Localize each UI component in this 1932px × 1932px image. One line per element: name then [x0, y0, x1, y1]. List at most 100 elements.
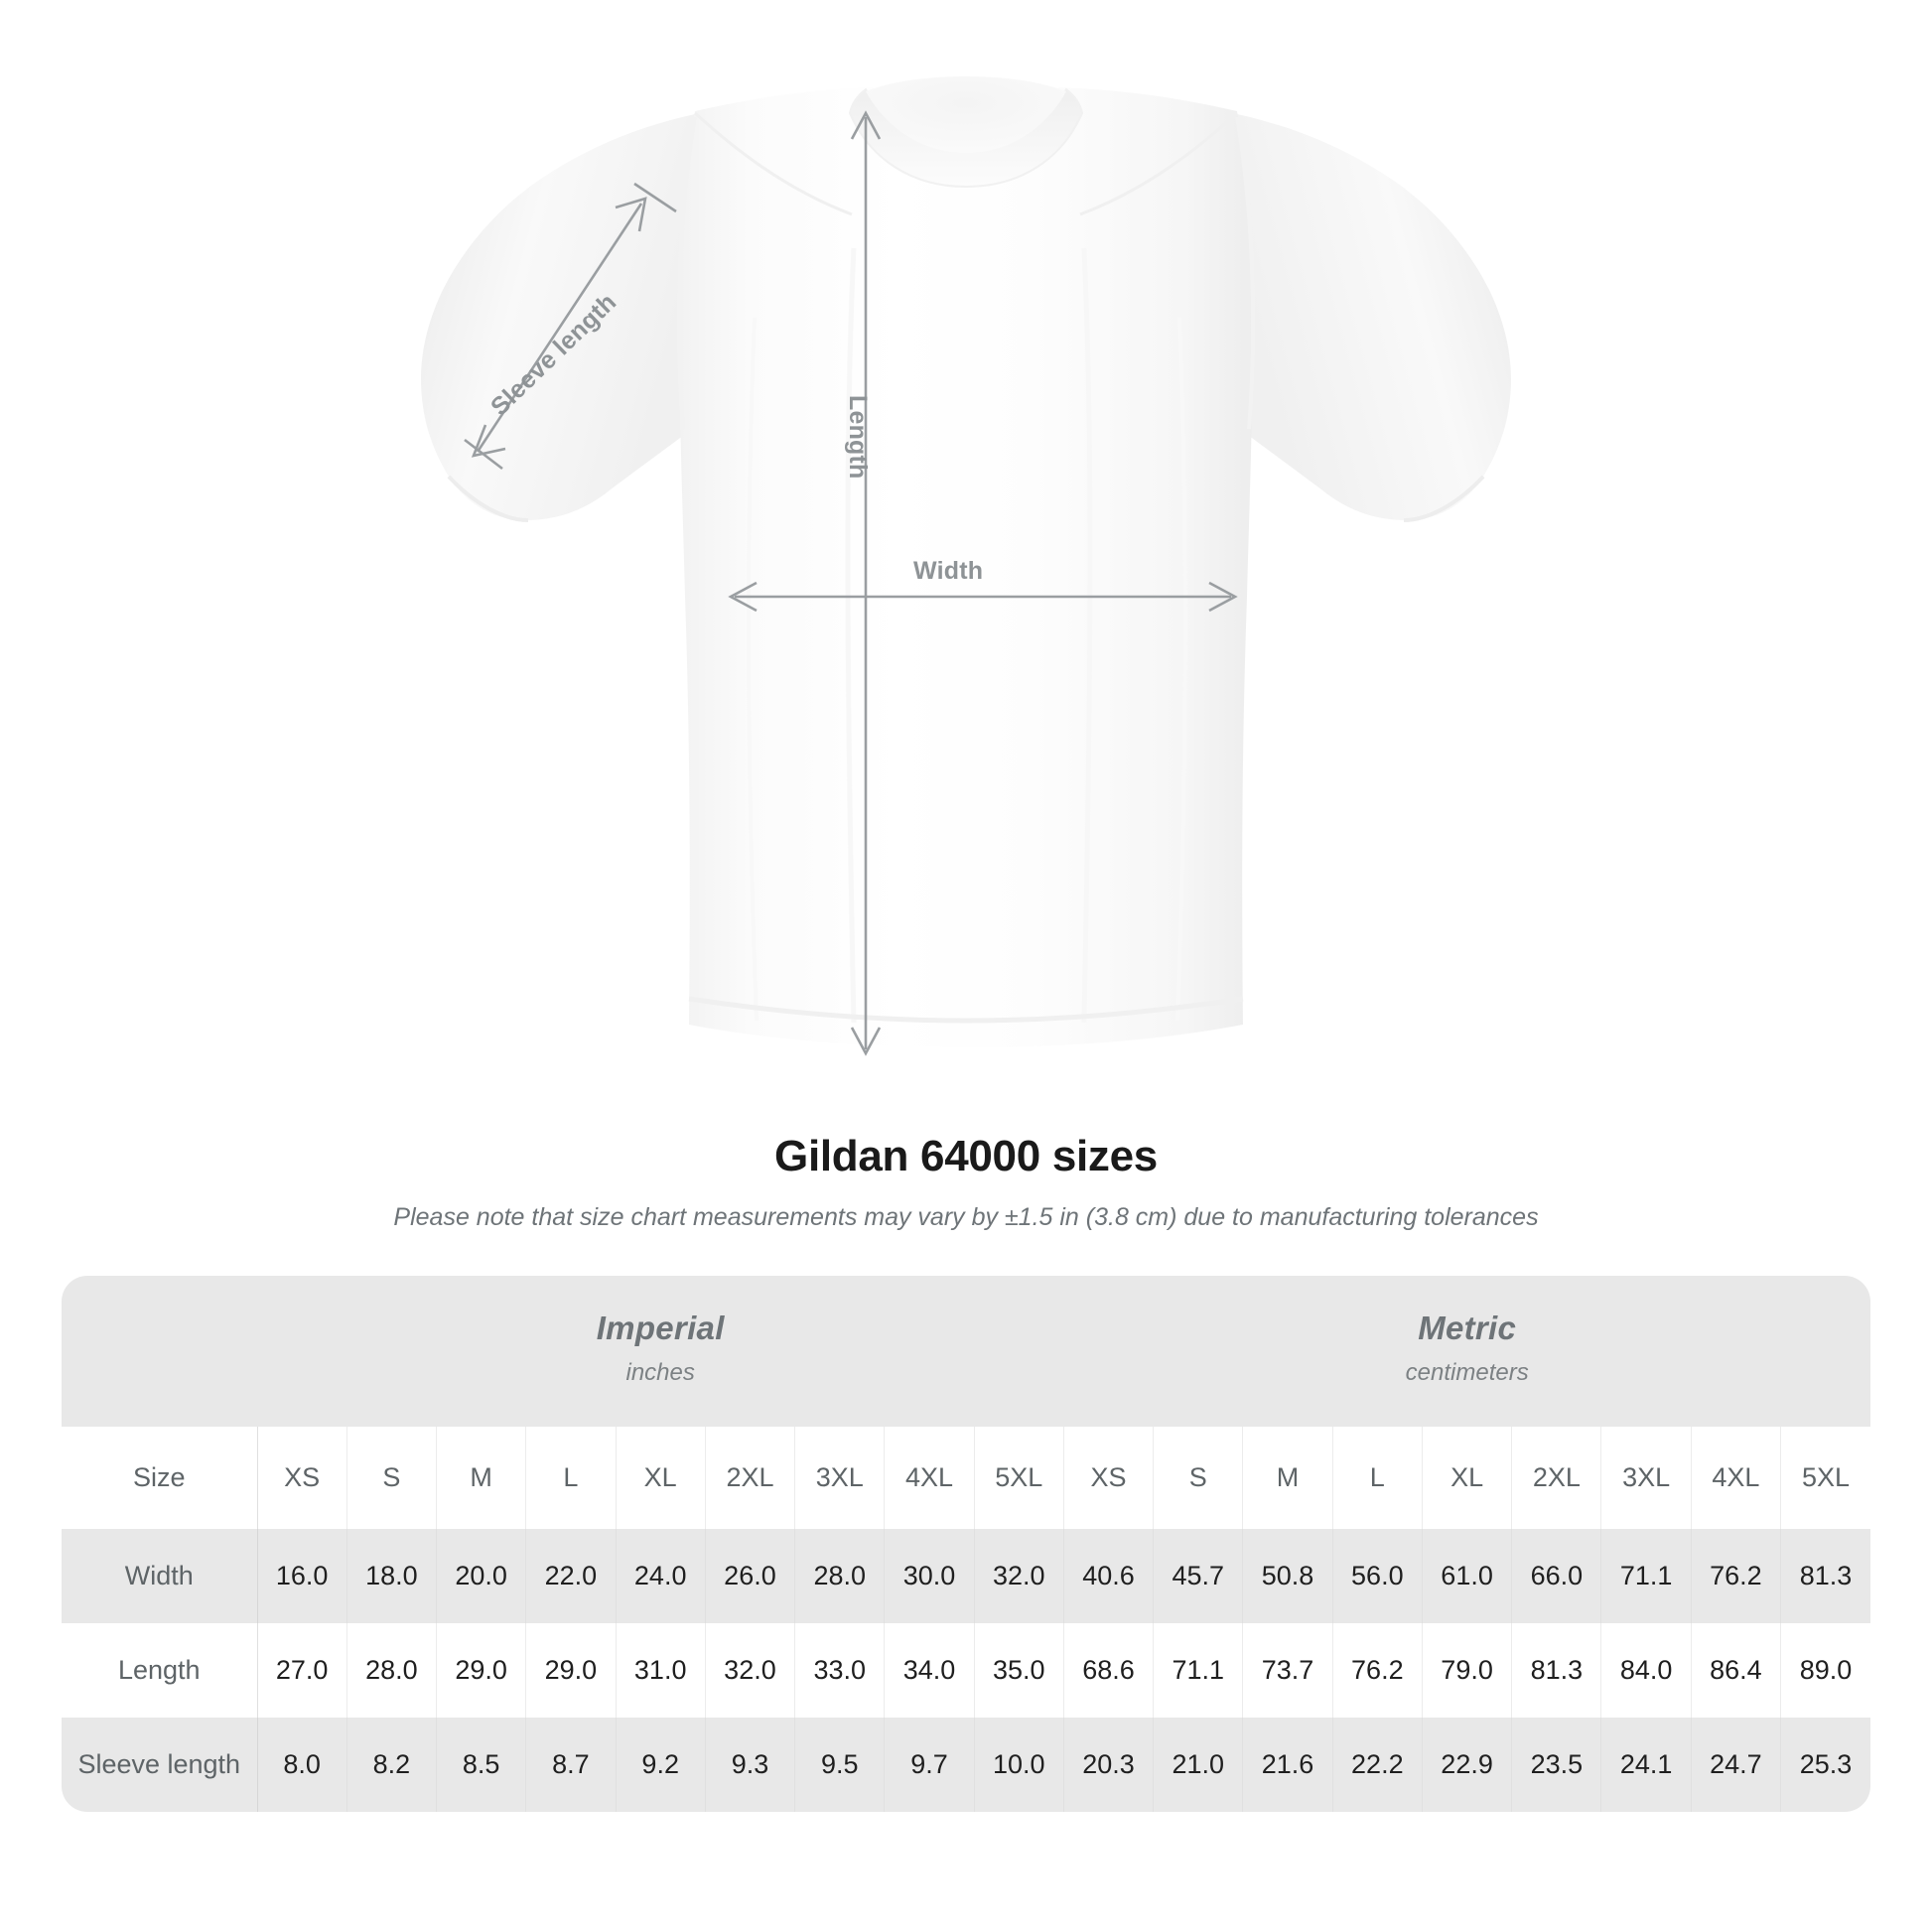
column-header-imperial-xl: XL: [616, 1427, 706, 1529]
column-header-metric-l: L: [1332, 1427, 1423, 1529]
cell-width-XS-in: 16.0: [257, 1529, 347, 1623]
cell-sleeve-length-5XL-in: 10.0: [974, 1718, 1064, 1812]
sleeve-tick-bottom: [464, 438, 503, 471]
cell-sleeve-length-L-in: 8.7: [525, 1718, 617, 1812]
cell-sleeve-length-M-cm: 21.6: [1242, 1718, 1333, 1812]
cell-width-4XL-in: 30.0: [884, 1529, 975, 1623]
unit-banner-row: Imperial inches Metric centimeters: [62, 1276, 1870, 1427]
cell-width-XL-in: 24.0: [616, 1529, 706, 1623]
cell-sleeve-length-4XL-in: 9.7: [884, 1718, 975, 1812]
cell-sleeve-length-XS-in: 8.0: [257, 1718, 347, 1812]
chart-heading-block: Gildan 64000 sizes Please note that size…: [0, 1132, 1932, 1232]
column-header-metric-xl: XL: [1422, 1427, 1513, 1529]
cell-sleeve-length-S-in: 8.2: [346, 1718, 438, 1812]
cell-length-XS-cm: 68.6: [1063, 1623, 1155, 1718]
row-header-width: Width: [62, 1529, 258, 1623]
cell-width-S-in: 18.0: [346, 1529, 438, 1623]
cell-length-L-cm: 76.2: [1332, 1623, 1423, 1718]
cell-sleeve-length-3XL-in: 9.5: [794, 1718, 886, 1812]
cell-sleeve-length-L-cm: 22.2: [1332, 1718, 1423, 1812]
cell-sleeve-length-5XL-cm: 25.3: [1780, 1718, 1870, 1812]
cell-length-M-in: 29.0: [436, 1623, 527, 1718]
cell-sleeve-length-M-in: 8.5: [436, 1718, 527, 1812]
cell-width-M-cm: 50.8: [1242, 1529, 1333, 1623]
cell-width-2XL-in: 26.0: [705, 1529, 796, 1623]
unit-group-imperial-sub: inches: [625, 1359, 695, 1386]
cell-length-2XL-in: 32.0: [705, 1623, 796, 1718]
cell-width-2XL-cm: 66.0: [1511, 1529, 1602, 1623]
column-header-imperial-s: S: [346, 1427, 438, 1529]
cell-length-XL-in: 31.0: [616, 1623, 706, 1718]
column-header-imperial-m: M: [436, 1427, 527, 1529]
unit-group-metric-name: Metric: [1418, 1310, 1517, 1346]
cell-length-2XL-cm: 81.3: [1511, 1623, 1602, 1718]
cell-length-L-in: 29.0: [525, 1623, 617, 1718]
cell-width-3XL-cm: 71.1: [1600, 1529, 1692, 1623]
column-header-imperial-4xl: 4XL: [884, 1427, 975, 1529]
table-row: Sleeve length 8.0 8.2 8.5 8.7 9.2 9.3 9.5 9.7 10.…: [62, 1718, 1870, 1812]
tolerance-note: Please note that size chart measurements…: [393, 1203, 1539, 1231]
size-chart-table-container: Imperial inches Metric centimeters Size …: [62, 1276, 1870, 1812]
cell-sleeve-length-XL-cm: 22.9: [1422, 1718, 1513, 1812]
column-header-imperial-3xl: 3XL: [794, 1427, 886, 1529]
width-dimension-label: Width: [913, 557, 984, 585]
column-header-metric-2xl: 2XL: [1511, 1427, 1602, 1529]
column-header-imperial-2xl: 2XL: [705, 1427, 796, 1529]
column-header-imperial-xs: XS: [257, 1427, 347, 1529]
cell-sleeve-length-3XL-cm: 24.1: [1600, 1718, 1692, 1812]
cell-sleeve-length-XL-in: 9.2: [616, 1718, 706, 1812]
cell-sleeve-length-2XL-cm: 23.5: [1511, 1718, 1602, 1812]
column-header-metric-3xl: 3XL: [1600, 1427, 1692, 1529]
sleeve-tick-top: [633, 182, 677, 213]
cell-sleeve-length-2XL-in: 9.3: [705, 1718, 796, 1812]
cell-length-5XL-in: 35.0: [974, 1623, 1064, 1718]
row-header-size: Size: [62, 1427, 258, 1529]
unit-group-imperial-name: Imperial: [596, 1310, 725, 1346]
cell-width-XL-cm: 61.0: [1422, 1529, 1513, 1623]
unit-banner-spacer: [62, 1276, 257, 1427]
cell-length-M-cm: 73.7: [1242, 1623, 1333, 1718]
column-header-imperial-5xl: 5XL: [974, 1427, 1064, 1529]
unit-group-metric: Metric centimeters: [1063, 1276, 1870, 1427]
cell-sleeve-length-XS-cm: 20.3: [1063, 1718, 1155, 1812]
cell-width-XS-cm: 40.6: [1063, 1529, 1155, 1623]
measurement-guides: [464, 110, 1238, 1056]
column-header-imperial-l: L: [525, 1427, 617, 1529]
table-row: Width 16.0 18.0 20.0 22.0 24.0 26.0 28.0 30.0 32.…: [62, 1529, 1870, 1623]
cell-length-3XL-in: 33.0: [794, 1623, 886, 1718]
column-header-metric-s: S: [1153, 1427, 1244, 1529]
tshirt-illustration: [421, 76, 1511, 1056]
column-header-metric-m: M: [1242, 1427, 1333, 1529]
cell-width-L-cm: 56.0: [1332, 1529, 1423, 1623]
cell-width-3XL-in: 28.0: [794, 1529, 886, 1623]
cell-length-3XL-cm: 84.0: [1600, 1623, 1692, 1718]
page-title: Gildan 64000 sizes: [774, 1132, 1158, 1180]
cell-width-M-in: 20.0: [436, 1529, 527, 1623]
cell-length-5XL-cm: 89.0: [1780, 1623, 1870, 1718]
cell-width-4XL-cm: 76.2: [1691, 1529, 1782, 1623]
cell-sleeve-length-4XL-cm: 24.7: [1691, 1718, 1782, 1812]
unit-group-imperial: Imperial inches: [257, 1276, 1064, 1427]
size-chart-table: Imperial inches Metric centimeters Size …: [62, 1276, 1870, 1812]
column-header-metric-xs: XS: [1063, 1427, 1155, 1529]
cell-length-4XL-cm: 86.4: [1691, 1623, 1782, 1718]
cell-length-S-cm: 71.1: [1153, 1623, 1244, 1718]
row-header-sleeve-length: Sleeve length: [62, 1718, 258, 1812]
tshirt-garment-shape: [421, 76, 1511, 1047]
table-header-row: Size XS S M L XL 2XL 3XL 4XL 5XL XS S M L XL 2XL 3XL 4XL…: [62, 1427, 1870, 1529]
cell-length-S-in: 28.0: [346, 1623, 438, 1718]
column-header-metric-5xl: 5XL: [1780, 1427, 1870, 1529]
cell-width-5XL-cm: 81.3: [1780, 1529, 1870, 1623]
length-dimension-label: Length: [844, 395, 872, 480]
cell-length-XS-in: 27.0: [257, 1623, 347, 1718]
cell-width-S-cm: 45.7: [1153, 1529, 1244, 1623]
table-row: Length 27.0 28.0 29.0 29.0 31.0 32.0 33.0 34.0 35…: [62, 1623, 1870, 1718]
cell-length-4XL-in: 34.0: [884, 1623, 975, 1718]
cell-length-XL-cm: 79.0: [1422, 1623, 1513, 1718]
cell-width-L-in: 22.0: [525, 1529, 617, 1623]
row-header-length: Length: [62, 1623, 258, 1718]
column-header-metric-4xl: 4XL: [1691, 1427, 1782, 1529]
sleeve-guide-line: [476, 203, 643, 453]
tshirt-measurement-diagram: Width Length Sleeve length: [421, 76, 1511, 1056]
